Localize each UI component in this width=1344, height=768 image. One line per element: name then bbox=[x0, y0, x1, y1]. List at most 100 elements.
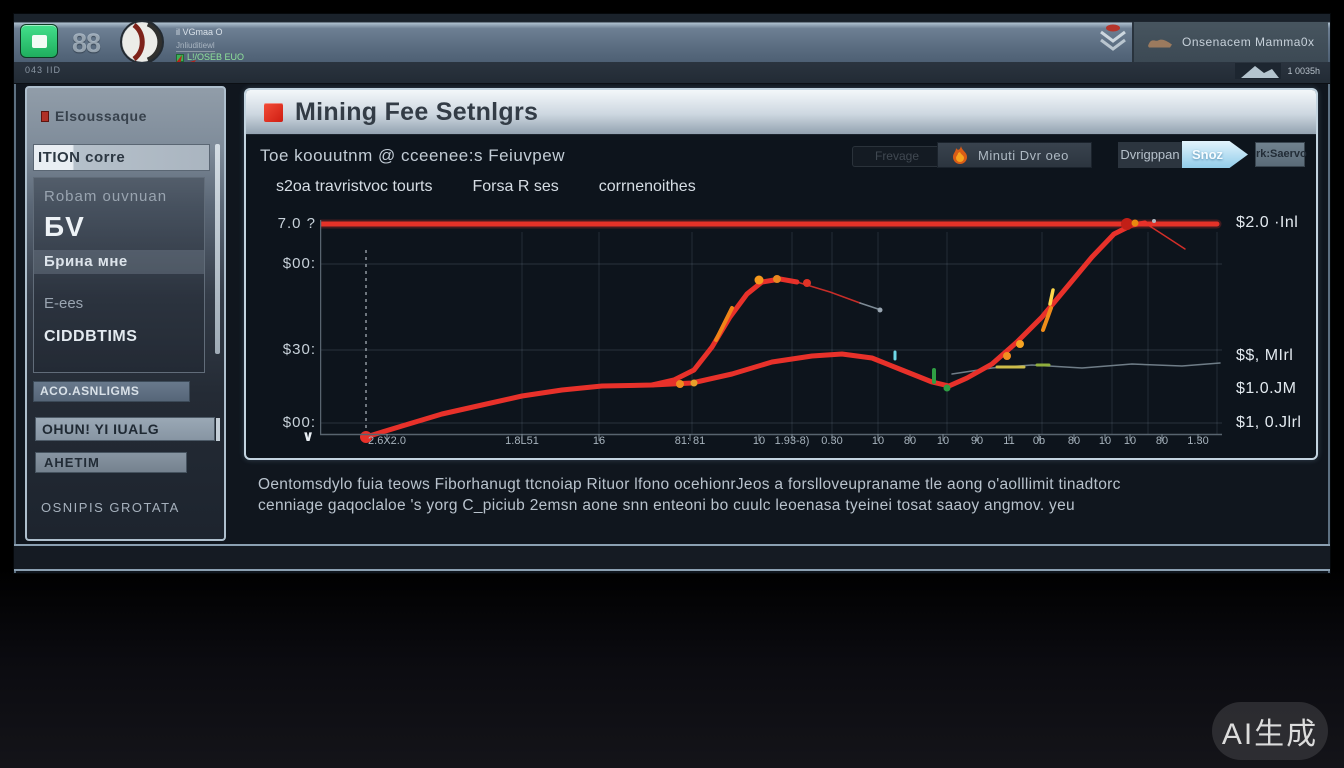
x-tick-label: 80 bbox=[1155, 435, 1169, 447]
data-marker bbox=[1003, 352, 1011, 360]
brand-line-2: Jnliuditiewl bbox=[176, 41, 215, 52]
series-spike-left-tail-gray bbox=[859, 302, 879, 310]
window-icon bbox=[32, 35, 47, 48]
sidebar-item-fees[interactable]: E-ees bbox=[44, 295, 84, 312]
brand-line-1: il VGmaa O bbox=[176, 27, 223, 37]
red-square-icon bbox=[264, 102, 283, 122]
subheader-item-2[interactable]: Forsa R ses bbox=[472, 178, 559, 195]
status-bar bbox=[14, 544, 1330, 571]
app-launcher-button[interactable] bbox=[20, 24, 58, 58]
data-marker bbox=[1152, 219, 1156, 223]
sidebar-search-value: ITION corre bbox=[38, 149, 126, 166]
chevron-down-icon[interactable] bbox=[1096, 22, 1130, 61]
right-price-label: $1, 0.Jlrl bbox=[1236, 414, 1302, 431]
hash-group: 1 0035h bbox=[1235, 63, 1320, 79]
x-tick-label: 10 bbox=[871, 435, 885, 447]
fee-subheader: s2oa travristvoc tourts Forsa R ses corr… bbox=[276, 178, 696, 196]
panel-header: Mining Fee Setnlgrs bbox=[246, 90, 1316, 135]
data-marker bbox=[877, 307, 883, 313]
series-peak-tail bbox=[1144, 222, 1186, 250]
secondary-button[interactable]: rk:Saervo bbox=[1255, 142, 1307, 167]
subheader-item-1[interactable]: s2oa travristvoc tourts bbox=[276, 178, 433, 195]
marker-segment bbox=[1048, 288, 1055, 306]
subheader-item-3[interactable]: corrnenoithes bbox=[598, 178, 696, 195]
sidebar-item-bold[interactable]: CIDDBTIMS bbox=[44, 328, 138, 345]
x-tick-label: 80 bbox=[903, 435, 917, 447]
right-price-label: $$, MIrl bbox=[1236, 347, 1294, 364]
sidebar-search-input[interactable]: ITION corre bbox=[33, 144, 210, 171]
y-axis-label: $00: bbox=[282, 414, 316, 431]
x-tick-label: 10 bbox=[752, 435, 766, 447]
x-tick-label: 16 bbox=[592, 435, 606, 447]
grid-apps-icon[interactable]: 88 bbox=[72, 28, 101, 58]
data-marker bbox=[1121, 218, 1133, 230]
data-marker bbox=[803, 279, 811, 287]
data-marker bbox=[773, 275, 781, 283]
data-marker bbox=[754, 275, 764, 285]
x-tick-label: 10 bbox=[936, 435, 950, 447]
app-logo-icon bbox=[120, 20, 164, 69]
sidebar-button-3[interactable]: AHETIM bbox=[35, 452, 187, 473]
x-tick-label: 1.8L51 bbox=[505, 435, 539, 447]
sidebar-button-1[interactable]: ACO.ASNLIGMS bbox=[33, 381, 190, 402]
account-avatar-icon bbox=[1148, 39, 1172, 48]
data-marker bbox=[676, 380, 684, 388]
fee-chart[interactable] bbox=[320, 212, 1222, 444]
data-marker bbox=[1131, 219, 1139, 227]
sidebar-footer-label: OSNIPIS GROTATA bbox=[41, 500, 180, 515]
ghost-button[interactable]: Frevage bbox=[852, 146, 942, 167]
axis-chevron-icon[interactable]: ∨ bbox=[302, 428, 315, 445]
device-button-label: Minuti Dvr oeo bbox=[978, 147, 1069, 163]
right-price-label: $2.0 ·Inl bbox=[1236, 214, 1299, 231]
sidebar-header: Elsoussaque bbox=[41, 108, 147, 124]
primary-arrow-button[interactable]: Snoz bbox=[1182, 141, 1248, 168]
y-axis-label: $30: bbox=[282, 341, 316, 358]
x-tick-label: 2.6X2.0 bbox=[368, 435, 406, 447]
data-marker bbox=[943, 384, 951, 392]
right-price-label: $1.0.JM bbox=[1236, 380, 1297, 397]
description-line-1: Oentomsdylo fuia teows Fiborhanugt ttcno… bbox=[258, 476, 1121, 493]
sidebar: Elsoussaque ITION corre Robam ouvnuan БV… bbox=[25, 86, 226, 541]
app-window: 88 il VGmaa O Jnliuditiewl L!/OSEB EUO bbox=[14, 14, 1330, 573]
data-marker bbox=[1016, 340, 1024, 348]
page-title: Mining Fee Setnlgrs bbox=[295, 97, 539, 126]
sidebar-button-2[interactable]: OHUN! YI IUALG bbox=[35, 417, 215, 441]
account-button[interactable]: Onsenacem Mamma0x bbox=[1132, 22, 1328, 62]
title-bar: 88 il VGmaa O Jnliuditiewl L!/OSEB EUO bbox=[14, 14, 1330, 77]
series-flat-right-line bbox=[951, 362, 1221, 375]
y-axis-label: $00: bbox=[282, 255, 316, 272]
sidebar-scrollbar[interactable] bbox=[215, 144, 220, 354]
series-spike-left bbox=[649, 276, 800, 388]
red-bullet-icon bbox=[41, 110, 49, 122]
x-tick-label: 0b bbox=[1032, 435, 1046, 447]
x-tick-label: 10 bbox=[1123, 435, 1137, 447]
fee-summary-line: Toe koouutnm @ cceenee:s Feiuvpew bbox=[260, 146, 565, 165]
x-tick-label: 11 bbox=[1003, 435, 1015, 447]
y-axis-labels: 7.0 ? $00: $30: $00: bbox=[252, 90, 316, 458]
sidebar-info-panel: Robam ouvnuan БV Брина мне E-ees CIDDBTI… bbox=[33, 177, 205, 373]
x-axis-labels: 2.6X2.0 1.8L51 16 81: 81 10 1.93-8) 0.30 10 80 10… bbox=[320, 435, 1222, 451]
y-axis-label: 7.0 ? bbox=[277, 215, 316, 232]
x-tick-label: 0.30 bbox=[821, 435, 843, 447]
sidebar-big-value: БV bbox=[44, 211, 85, 242]
x-tick-label: 10 bbox=[1098, 435, 1112, 447]
sidebar-section-label: Robam ouvnuan bbox=[44, 188, 168, 205]
series-main-fee-line bbox=[363, 220, 1148, 440]
title-bar-strip: 043 IID 1 0035h bbox=[14, 62, 1330, 84]
mining-fee-panel: Mining Fee Setnlgrs Toe koouutnm @ cceen… bbox=[244, 88, 1318, 460]
x-tick-label: 90 bbox=[970, 435, 984, 447]
device-button[interactable]: Minuti Dvr oeo bbox=[937, 142, 1092, 168]
flame-icon bbox=[953, 146, 967, 164]
marker-segment bbox=[714, 306, 734, 342]
strip-counter-label: 043 IID bbox=[25, 65, 62, 75]
sidebar-scrollbar-2[interactable] bbox=[216, 418, 220, 441]
sidebar-header-label: Elsoussaque bbox=[55, 108, 147, 124]
x-tick-label: 1.30 bbox=[1187, 435, 1209, 447]
x-tick-label: 1.93-8) bbox=[774, 435, 810, 447]
hashrate-label: 1 0035h bbox=[1287, 66, 1320, 76]
x-tick-label: 81: 81 bbox=[674, 435, 706, 447]
description-text: Oentomsdylo fuia teows Fiborhanugt ttcno… bbox=[258, 474, 1324, 516]
sidebar-item-highlighted[interactable]: Брина мне bbox=[34, 250, 204, 274]
account-label: Onsenacem Mamma0x bbox=[1182, 35, 1315, 49]
